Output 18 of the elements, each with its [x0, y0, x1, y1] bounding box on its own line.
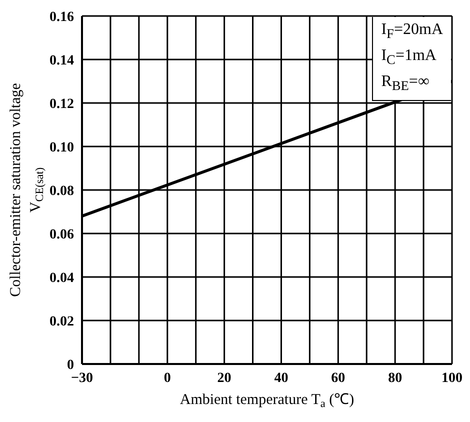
y-tick-label: 0 — [67, 358, 74, 373]
x-tick-label: 0 — [164, 370, 171, 386]
x-tick-label: 80 — [388, 370, 402, 386]
x-tick-label: 20 — [217, 370, 232, 386]
y-tick-label: 0.10 — [50, 140, 74, 156]
x-tick-label: 40 — [274, 370, 288, 386]
y-tick-label: 0.08 — [50, 184, 74, 199]
y-tick-label: 0.02 — [50, 314, 74, 330]
x-axis-title: Ambient temperature T$_{a}$ (℃) — [180, 392, 354, 410]
x-tick-label: 100 — [442, 370, 462, 386]
y-tick-label: 0.14 — [50, 53, 74, 68]
text: I$_{F}$=20mA I$_{C}$=1mA R$_{BE}$=∞ — [381, 21, 443, 94]
y-tick-label: 0.06 — [50, 227, 74, 242]
x-tick-label: 60 — [331, 370, 346, 386]
y-tick-label: 0.04 — [50, 270, 74, 286]
y-tick-label: 0.12 — [50, 96, 74, 112]
x-tick-label: −30 — [71, 370, 93, 386]
y-tick-label: 0.16 — [50, 10, 74, 25]
